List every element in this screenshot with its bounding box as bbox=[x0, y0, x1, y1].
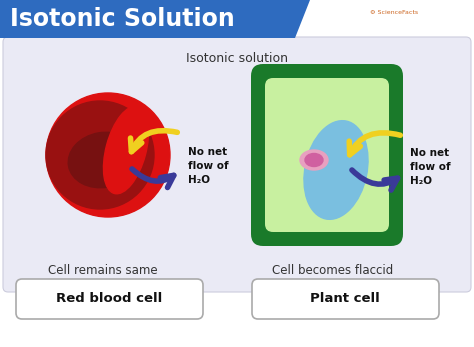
Text: Plant cell: Plant cell bbox=[310, 293, 380, 305]
FancyBboxPatch shape bbox=[252, 279, 439, 319]
FancyBboxPatch shape bbox=[265, 78, 389, 232]
FancyBboxPatch shape bbox=[251, 64, 403, 246]
FancyBboxPatch shape bbox=[16, 279, 203, 319]
Text: No net
flow of
H₂O: No net flow of H₂O bbox=[410, 148, 451, 186]
Circle shape bbox=[46, 93, 170, 217]
Ellipse shape bbox=[305, 153, 323, 167]
Text: Cell becomes flaccid: Cell becomes flaccid bbox=[273, 263, 393, 277]
Text: Isotonic Solution: Isotonic Solution bbox=[10, 7, 235, 31]
Text: Red blood cell: Red blood cell bbox=[56, 293, 162, 305]
Ellipse shape bbox=[103, 106, 148, 194]
Polygon shape bbox=[0, 0, 310, 38]
Ellipse shape bbox=[300, 150, 328, 170]
Circle shape bbox=[46, 101, 154, 209]
Ellipse shape bbox=[304, 121, 368, 219]
Text: No net
flow of
H₂O: No net flow of H₂O bbox=[188, 147, 228, 185]
Text: Isotonic solution: Isotonic solution bbox=[186, 51, 288, 65]
Ellipse shape bbox=[68, 132, 138, 188]
Text: ⚙ ScienceFacts: ⚙ ScienceFacts bbox=[370, 9, 418, 15]
Text: Cell remains same: Cell remains same bbox=[48, 263, 158, 277]
FancyBboxPatch shape bbox=[3, 37, 471, 292]
